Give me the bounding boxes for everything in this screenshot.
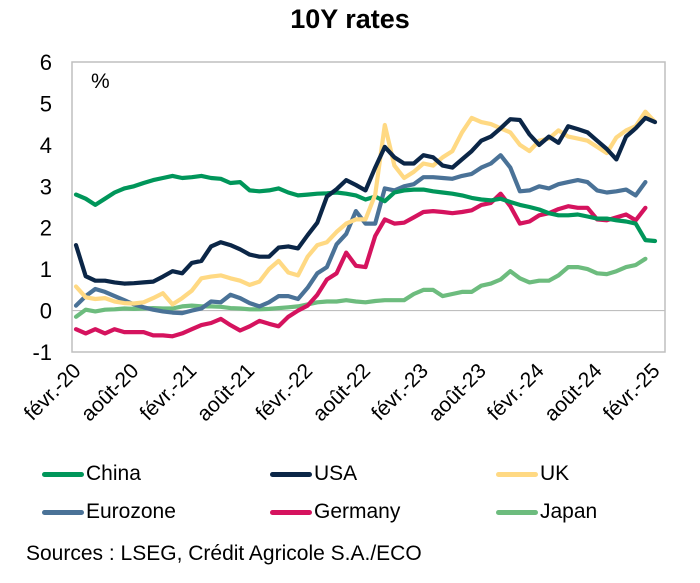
legend: China USA UK Eurozone Germany Japan [0,462,700,542]
plot-area-frame [71,61,666,353]
legend-item-usa: USA [270,462,357,486]
series-line-japan [73,256,648,319]
chart-plot: 6 5 4 3 2 1 0 -1 févr.-20août-20févr.-21août-21… [20,50,666,426]
y-axis-label: % [91,70,110,93]
y-tick-label: -1 [32,340,52,365]
x-tick-label: août-22 [308,359,375,426]
x-tick-label: août-21 [193,359,260,426]
x-tick-label: févr.-21 [136,359,202,425]
legend-item-eurozone: Eurozone [42,500,176,524]
legend-swatch-japan [496,509,538,515]
legend-swatch-eurozone [42,509,84,515]
legend-label-japan: Japan [540,500,598,523]
x-tick-label: août-24 [540,359,607,426]
series-line-usa [73,115,658,286]
legend-item-japan: Japan [496,500,597,524]
x-tick-label: août-23 [424,359,491,426]
sources-note: Sources : LSEG, Crédit Agricole S.A./ECO [26,542,422,565]
x-tick-label: févr.-25 [599,359,665,425]
y-tick-label: 1 [40,257,52,282]
x-tick-label: févr.-20 [20,359,86,425]
legend-swatch-germany [270,509,312,515]
legend-label-usa: USA [314,462,358,485]
legend-label-eurozone: Eurozone [86,500,176,523]
legend-label-china: China [86,462,141,485]
legend-item-germany: Germany [270,500,400,524]
y-tick-label: 5 [40,91,52,116]
y-tick-label: 3 [40,174,52,199]
legend-swatch-usa [270,471,312,477]
legend-swatch-uk [496,471,538,477]
legend-item-uk: UK [496,462,569,486]
legend-item-china: China [42,462,141,486]
x-tick-label: févr.-23 [367,359,433,425]
x-tick-label: févr.-22 [251,359,317,425]
x-tick-label: août-20 [77,359,144,426]
y-tick-label: 6 [40,50,52,75]
y-tick-label: 0 [40,299,52,324]
chart-title: 10Y rates [290,4,410,34]
series-line-uk [73,109,658,307]
legend-swatch-china [42,471,84,477]
y-tick-label: 2 [40,216,52,241]
legend-label-germany: Germany [314,500,401,523]
legend-label-uk: UK [540,462,570,485]
x-tick-label: févr.-24 [483,359,549,425]
y-tick-label: 4 [40,133,52,158]
series-line-china [73,173,658,244]
